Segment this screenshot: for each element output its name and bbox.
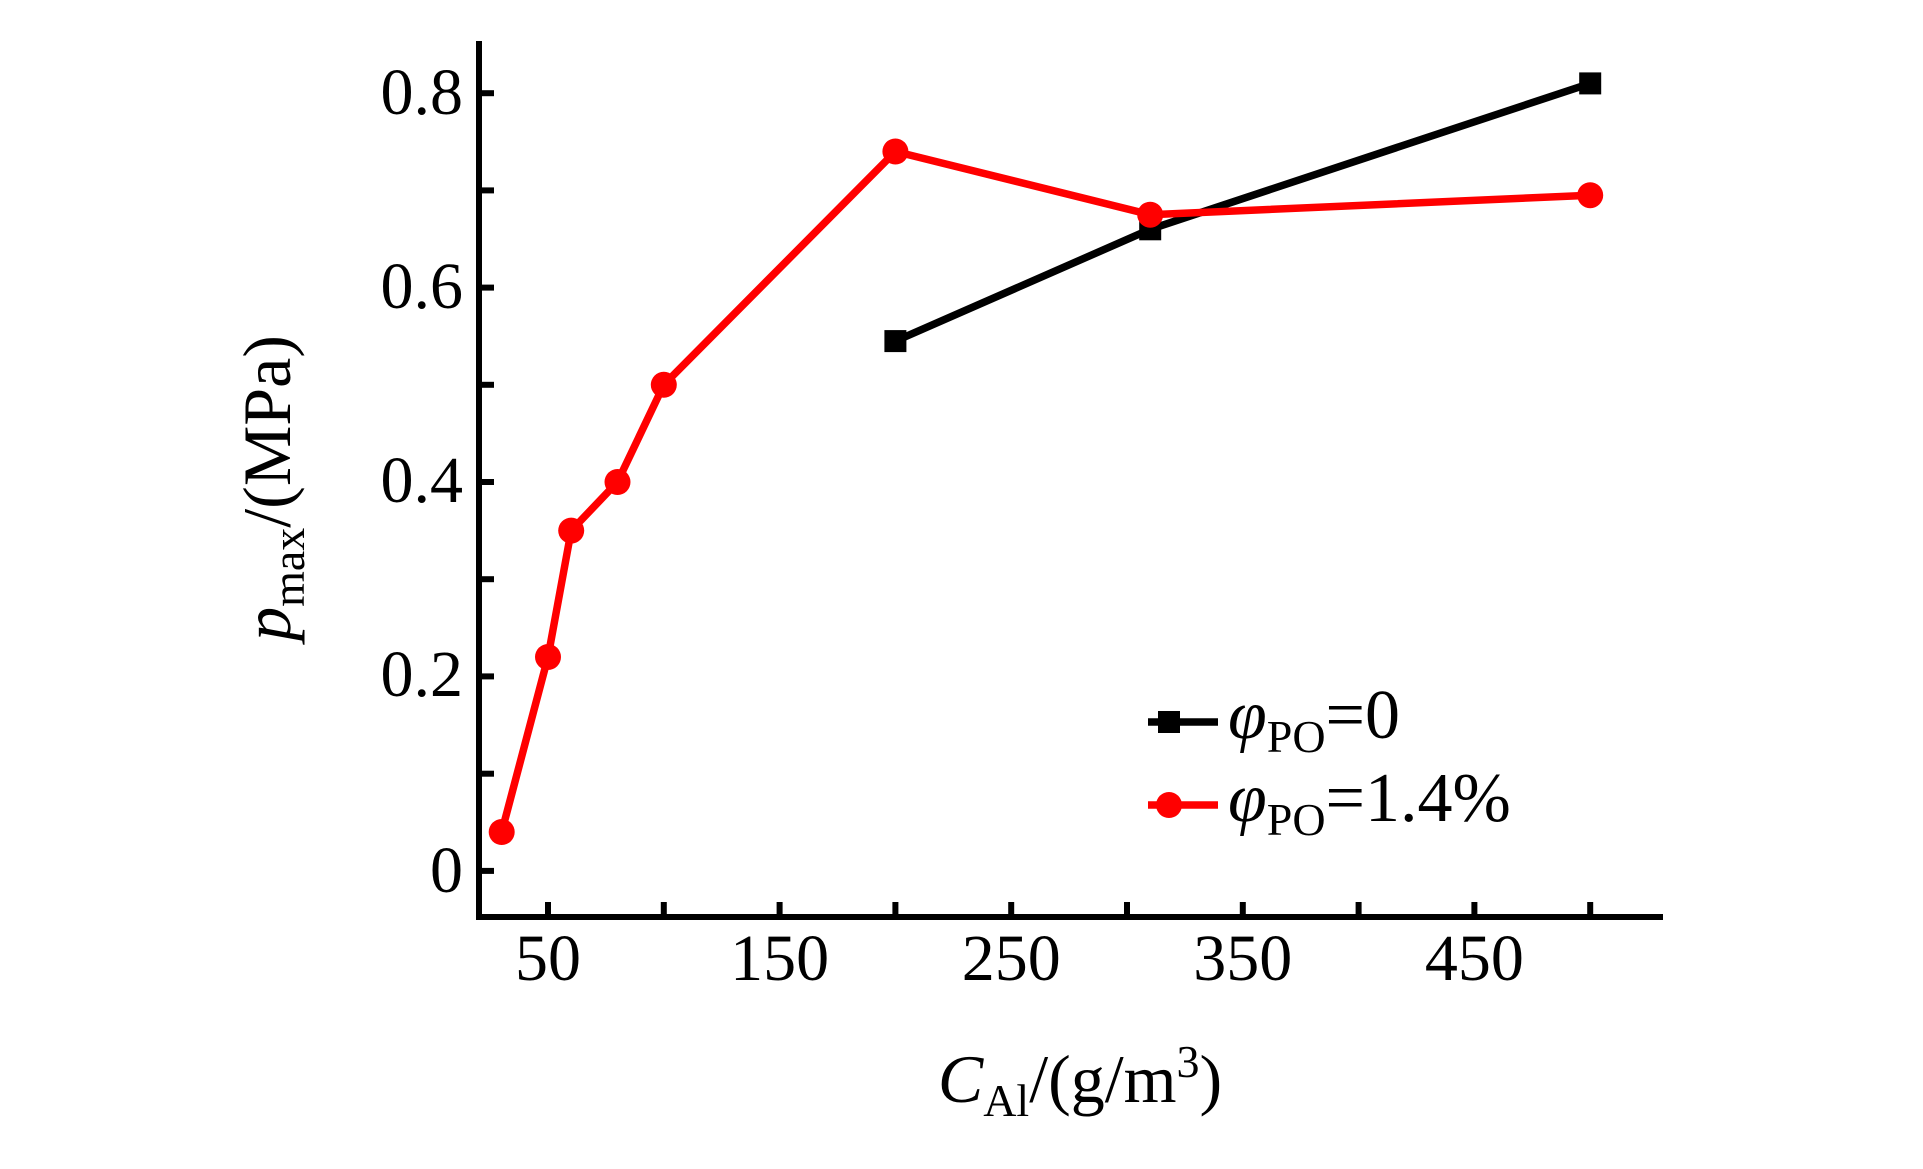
svg-text:0.2: 0.2 <box>381 638 464 711</box>
svg-text:0: 0 <box>430 834 463 907</box>
svg-text:450: 450 <box>1425 922 1524 995</box>
svg-text:0.6: 0.6 <box>381 250 464 323</box>
svg-text:0.8: 0.8 <box>381 56 464 129</box>
svg-text:250: 250 <box>962 922 1061 995</box>
svg-text:50: 50 <box>515 922 581 995</box>
svg-text:150: 150 <box>730 922 829 995</box>
svg-text:0.4: 0.4 <box>381 444 464 517</box>
svg-text:350: 350 <box>1193 922 1292 995</box>
